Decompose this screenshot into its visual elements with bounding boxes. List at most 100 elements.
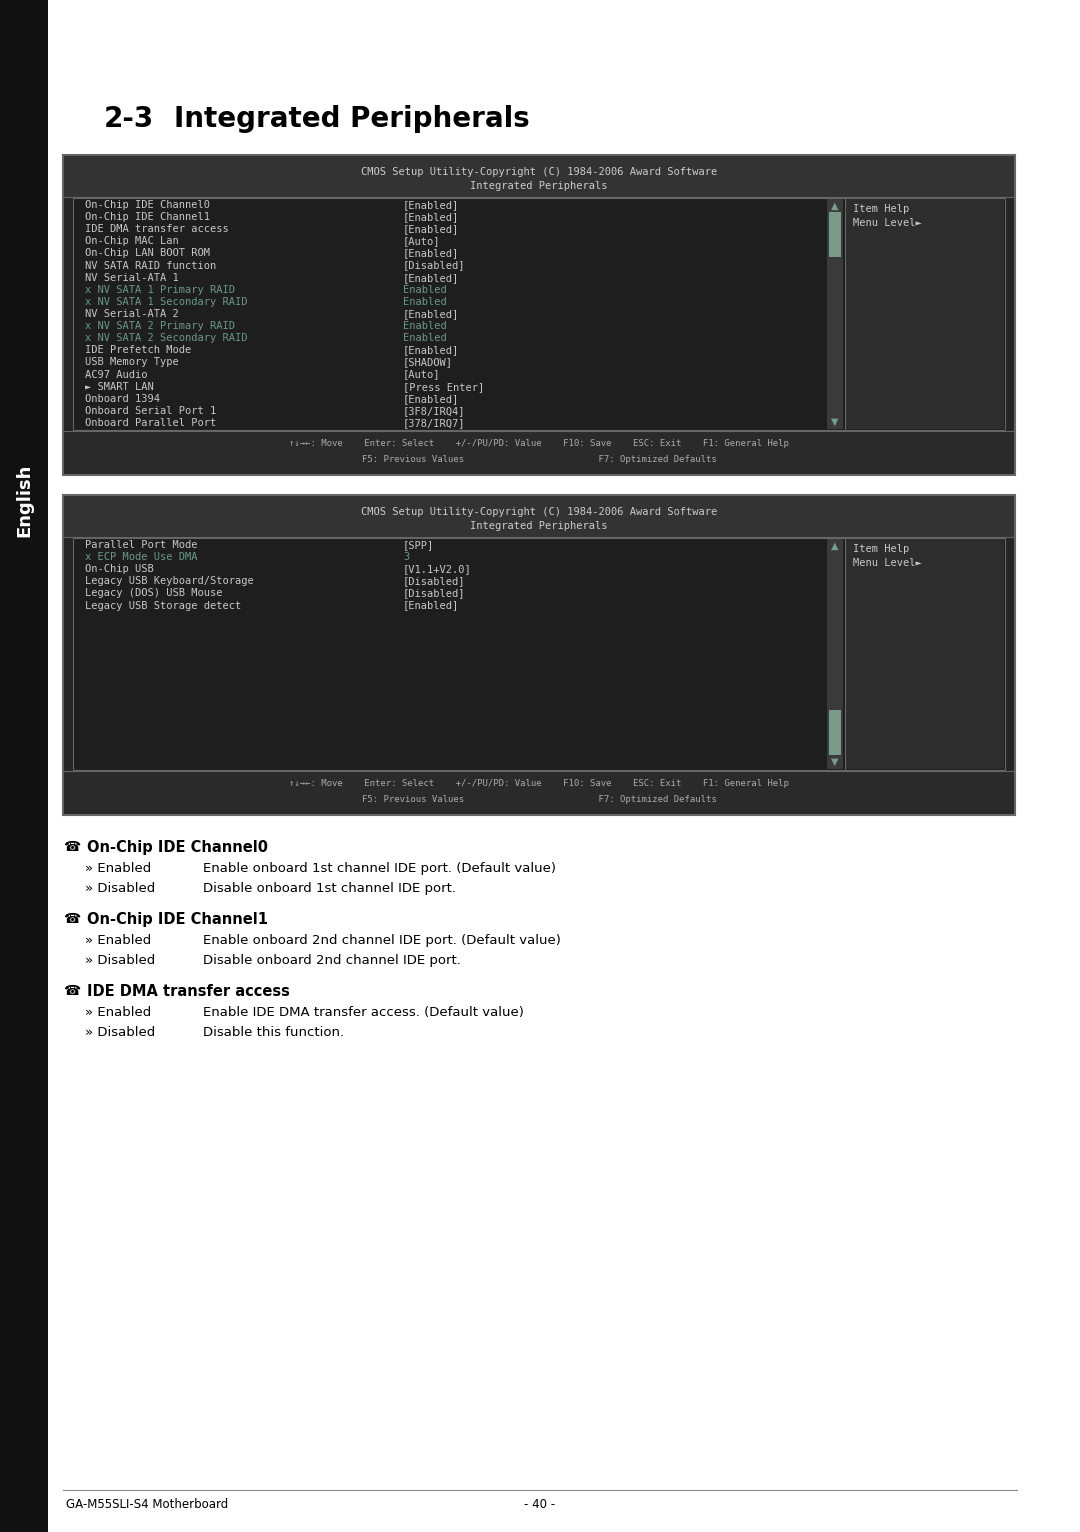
Text: ↑↓→←: Move    Enter: Select    +/-/PU/PD: Value    F10: Save    ESC: Exit    F1:: ↑↓→←: Move Enter: Select +/-/PU/PD: Valu… [289,778,788,787]
Text: Onboard Serial Port 1: Onboard Serial Port 1 [85,406,216,415]
Text: ▲: ▲ [832,201,839,211]
Text: 3: 3 [403,552,409,562]
Text: - 40 -: - 40 - [525,1498,555,1511]
Text: x NV SATA 1 Primary RAID: x NV SATA 1 Primary RAID [85,285,235,294]
Text: Integrated Peripherals: Integrated Peripherals [174,106,530,133]
Text: AC97 Audio: AC97 Audio [85,369,148,380]
Bar [0,0,48,1532]
Text: Enabled: Enabled [403,285,447,294]
Text: Disable onboard 2nd channel IDE port.: Disable onboard 2nd channel IDE port. [203,954,461,967]
Text: [Disabled]: [Disabled] [403,576,465,587]
Text: Enabled: Enabled [403,322,447,331]
Bar [829,709,841,755]
Text: [Enabled]: [Enabled] [403,224,459,234]
Bar [63,495,1015,815]
Text: x NV SATA 2 Secondary RAID: x NV SATA 2 Secondary RAID [85,334,247,343]
Text: Integrated Peripherals: Integrated Peripherals [470,181,608,192]
Text: CMOS Setup Utility-Copyright (C) 1984-2006 Award Software: CMOS Setup Utility-Copyright (C) 1984-20… [361,167,717,178]
Text: [V1.1+V2.0]: [V1.1+V2.0] [403,564,472,574]
Text: On-Chip USB: On-Chip USB [85,564,153,574]
Text: Disable onboard 1st channel IDE port.: Disable onboard 1st channel IDE port. [203,882,456,895]
Text: » Enabled: » Enabled [85,935,151,947]
Text: English: English [15,463,33,536]
Text: IDE DMA transfer access: IDE DMA transfer access [87,984,289,999]
Text: [Disabled]: [Disabled] [403,260,465,271]
Text: Item Help: Item Help [853,544,909,555]
Text: Enabled: Enabled [403,297,447,306]
Bar [827,539,843,769]
Text: [Press Enter]: [Press Enter] [403,381,484,392]
Bar [64,771,1014,813]
Text: x ECP Mode Use DMA: x ECP Mode Use DMA [85,552,198,562]
Text: [378/IRQ7]: [378/IRQ7] [403,418,465,427]
Text: ▲: ▲ [832,541,839,552]
Text: [Enabled]: [Enabled] [403,601,459,611]
Bar [845,199,1004,429]
Text: Enable IDE DMA transfer access. (Default value): Enable IDE DMA transfer access. (Default… [203,1007,524,1019]
Text: On-Chip IDE Channel0: On-Chip IDE Channel0 [85,201,210,210]
Text: F5: Previous Values                         F7: Optimized Defaults: F5: Previous Values F7: Optimized Defaul… [362,795,716,804]
Bar [73,538,1005,771]
Text: [3F8/IRQ4]: [3F8/IRQ4] [403,406,465,415]
Text: On-Chip LAN BOOT ROM: On-Chip LAN BOOT ROM [85,248,210,259]
Text: Item Help: Item Help [853,204,909,214]
Text: USB Memory Type: USB Memory Type [85,357,179,368]
Bar [829,211,841,257]
Text: GA-M55SLI-S4 Motherboard: GA-M55SLI-S4 Motherboard [66,1498,228,1511]
Text: Onboard Parallel Port: Onboard Parallel Port [85,418,216,427]
Text: Enable onboard 1st channel IDE port. (Default value): Enable onboard 1st channel IDE port. (De… [203,863,556,875]
Text: [Auto]: [Auto] [403,236,441,247]
Text: IDE Prefetch Mode: IDE Prefetch Mode [85,345,191,355]
Text: » Enabled: » Enabled [85,1007,151,1019]
Text: NV SATA RAID function: NV SATA RAID function [85,260,216,271]
Text: [Enabled]: [Enabled] [403,309,459,319]
Text: Enabled: Enabled [403,334,447,343]
Text: [SHADOW]: [SHADOW] [403,357,453,368]
Bar [827,199,843,429]
Text: ☎: ☎ [63,984,80,997]
Text: Menu Level►: Menu Level► [853,558,921,568]
Text: On-Chip MAC Lan: On-Chip MAC Lan [85,236,179,247]
Bar [64,496,1014,538]
Text: [Disabled]: [Disabled] [403,588,465,599]
Text: [Enabled]: [Enabled] [403,345,459,355]
Text: [Enabled]: [Enabled] [403,248,459,259]
Text: [Enabled]: [Enabled] [403,273,459,283]
Text: On-Chip IDE Channel1: On-Chip IDE Channel1 [87,912,268,927]
Text: ► SMART LAN: ► SMART LAN [85,381,153,392]
Text: Legacy (DOS) USB Mouse: Legacy (DOS) USB Mouse [85,588,222,599]
Text: Enable onboard 2nd channel IDE port. (Default value): Enable onboard 2nd channel IDE port. (De… [203,935,561,947]
Text: [Enabled]: [Enabled] [403,211,459,222]
Text: Integrated Peripherals: Integrated Peripherals [470,521,608,532]
Bar [64,430,1014,473]
Text: Menu Level►: Menu Level► [853,218,921,228]
Text: [Auto]: [Auto] [403,369,441,380]
Text: On-Chip IDE Channel1: On-Chip IDE Channel1 [85,211,210,222]
Text: Legacy USB Keyboard/Storage: Legacy USB Keyboard/Storage [85,576,254,587]
Text: Disable this function.: Disable this function. [203,1026,345,1039]
Text: Onboard 1394: Onboard 1394 [85,394,160,404]
Text: On-Chip IDE Channel0: On-Chip IDE Channel0 [87,840,268,855]
Text: ▼: ▼ [832,757,839,768]
Text: x NV SATA 1 Secondary RAID: x NV SATA 1 Secondary RAID [85,297,247,306]
Text: CMOS Setup Utility-Copyright (C) 1984-2006 Award Software: CMOS Setup Utility-Copyright (C) 1984-20… [361,507,717,516]
Text: IDE DMA transfer access: IDE DMA transfer access [85,224,229,234]
Bar [64,156,1014,198]
Text: 2-3: 2-3 [104,106,154,133]
Text: NV Serial-ATA 2: NV Serial-ATA 2 [85,309,179,319]
Text: » Disabled: » Disabled [85,1026,156,1039]
Text: [Enabled]: [Enabled] [403,394,459,404]
Bar [73,198,1005,430]
Text: F5: Previous Values                         F7: Optimized Defaults: F5: Previous Values F7: Optimized Defaul… [362,455,716,464]
Text: ↑↓→←: Move    Enter: Select    +/-/PU/PD: Value    F10: Save    ESC: Exit    F1:: ↑↓→←: Move Enter: Select +/-/PU/PD: Valu… [289,440,788,447]
Text: NV Serial-ATA 1: NV Serial-ATA 1 [85,273,179,283]
Text: Legacy USB Storage detect: Legacy USB Storage detect [85,601,241,611]
Text: x NV SATA 2 Primary RAID: x NV SATA 2 Primary RAID [85,322,235,331]
Text: » Disabled: » Disabled [85,954,156,967]
Text: » Enabled: » Enabled [85,863,151,875]
Text: ▼: ▼ [832,417,839,427]
Text: ☎: ☎ [63,840,80,853]
Text: [Enabled]: [Enabled] [403,201,459,210]
Text: [SPP]: [SPP] [403,541,434,550]
Text: ☎: ☎ [63,912,80,925]
